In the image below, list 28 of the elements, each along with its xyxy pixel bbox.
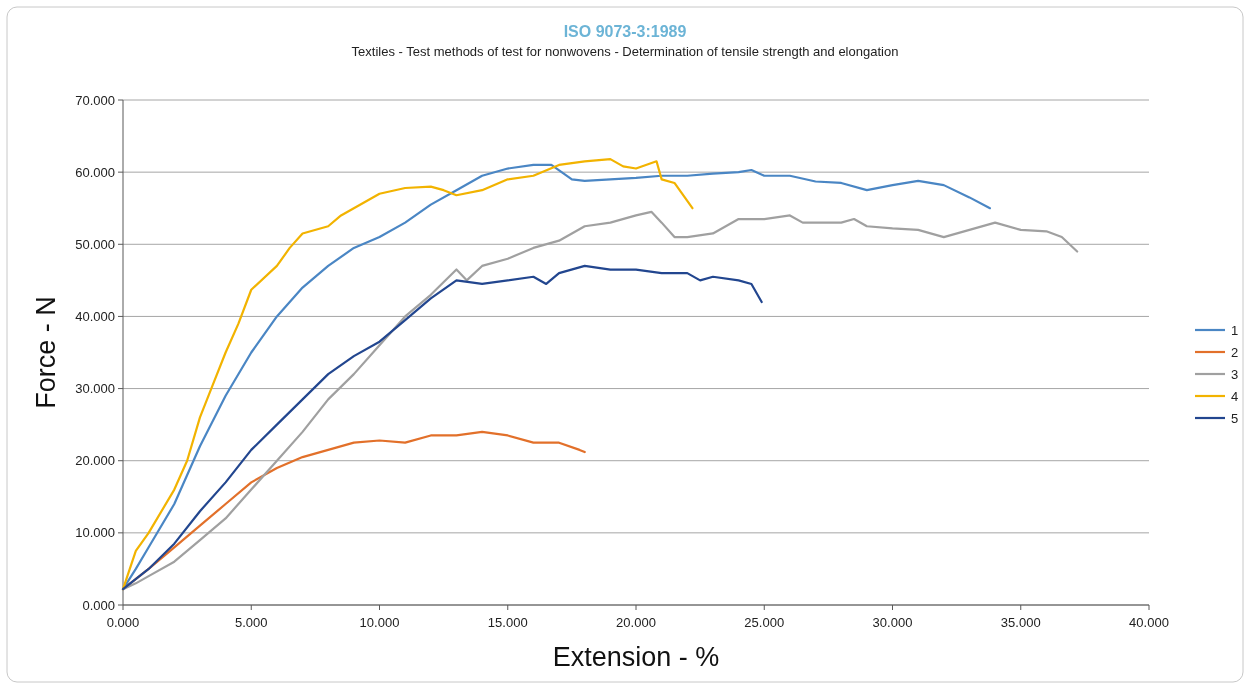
legend-label: 2	[1231, 344, 1239, 360]
x-axis-title: Extension - %	[552, 642, 720, 672]
line-series	[121, 158, 694, 591]
y-tick-label: 50.000	[75, 236, 115, 252]
chart-title: ISO 9073-3:1989	[563, 23, 687, 40]
legend-label: 4	[1231, 388, 1239, 404]
x-tick-label: 20.000	[616, 615, 656, 630]
line-series	[121, 264, 763, 591]
x-tick-label: 40.000	[1129, 615, 1169, 630]
y-tick-label: 30.000	[75, 381, 115, 397]
y-tick-label: 20.000	[75, 453, 115, 469]
legend-label: 3	[1231, 366, 1239, 382]
chart-subtitle: Textiles - Test methods of test for nonwovens - Determination of tensile strength and elongation	[351, 44, 899, 59]
x-tick-label: 5.000	[234, 615, 268, 630]
x-tick-label: 10.000	[359, 615, 400, 630]
y-tick-label: 40.000	[75, 308, 115, 324]
x-tick-label: 15.000	[487, 615, 528, 630]
y-axis-title: Force - N	[31, 296, 61, 409]
y-tick-label: 0.000	[82, 597, 115, 613]
y-tick-label: 60.000	[75, 164, 115, 180]
x-tick-label: 0.000	[106, 615, 140, 630]
x-tick-label: 25.000	[744, 615, 785, 630]
legend-label: 5	[1231, 410, 1239, 426]
x-tick-label: 30.000	[872, 615, 913, 630]
y-tick-label: 10.000	[75, 525, 115, 541]
legend-label: 1	[1231, 322, 1239, 338]
y-tick-label: 70.000	[75, 92, 115, 108]
x-tick-label: 35.000	[1000, 615, 1041, 630]
